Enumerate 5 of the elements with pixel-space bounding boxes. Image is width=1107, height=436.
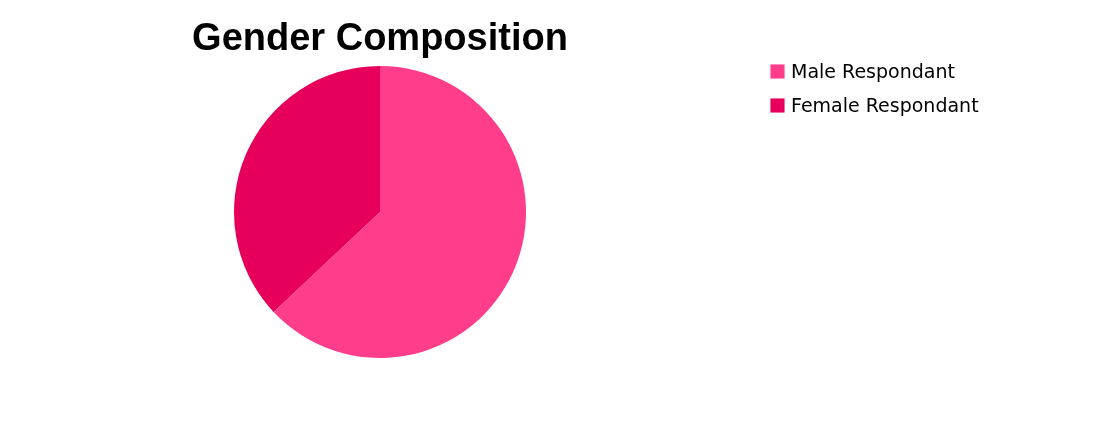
chart-title: Gender Composition: [192, 16, 568, 58]
pie-slice: [273, 66, 526, 358]
legend-label: Female Respondant: [791, 93, 979, 116]
legend-label: Male Respondant: [791, 59, 955, 82]
pie-slice: [234, 66, 380, 312]
